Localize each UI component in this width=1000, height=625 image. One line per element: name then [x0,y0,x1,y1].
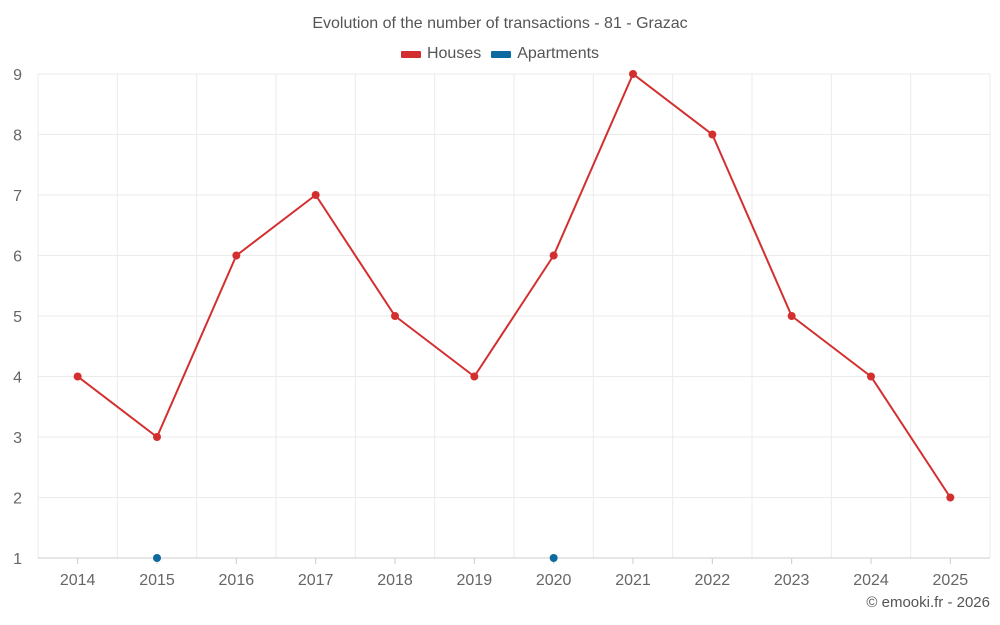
x-tick-label: 2018 [377,572,413,589]
y-tick-label: 6 [13,249,22,266]
x-tick-label: 2020 [536,572,572,589]
y-tick-label: 3 [13,430,22,447]
legend: Houses Apartments [0,45,1000,63]
data-point-houses [867,372,875,381]
x-tick-label: 2022 [695,572,731,589]
y-tick-label: 7 [13,188,22,205]
y-tick-label: 4 [13,370,22,387]
data-point-houses [946,493,955,502]
y-tick-label: 5 [13,309,22,326]
x-tick-label: 2023 [774,572,810,589]
x-tick-label: 2021 [615,572,651,589]
y-tick-label: 1 [13,551,22,568]
x-tick-label: 2016 [219,572,255,589]
y-tick-label: 9 [13,67,22,84]
legend-item-houses[interactable]: Houses [400,45,482,63]
x-tick-label: 2024 [853,572,889,589]
legend-swatch-apartments [491,50,512,58]
chart-title: Evolution of the number of transactions … [312,15,688,32]
x-tick-label: 2019 [457,572,493,589]
x-tick-label: 2017 [298,572,334,589]
data-point-houses [391,312,399,320]
x-tick-label: 2015 [139,572,175,589]
data-point-houses [787,312,796,320]
data-point-apartments [549,554,558,562]
y-tick-label: 2 [13,491,22,508]
legend-label-houses: Houses [426,45,482,62]
data-point-houses [708,130,717,139]
data-point-houses [470,372,479,381]
data-point-houses [153,433,161,441]
data-point-houses [549,251,558,260]
legend-item-apartments[interactable]: Apartments [491,45,599,63]
data-point-houses [73,372,82,381]
x-tick-label: 2014 [60,572,96,589]
data-point-houses [311,191,320,199]
series-line-houses [77,73,952,499]
data-point-houses [629,70,637,78]
data-point-houses [232,251,241,260]
y-tick-label: 8 [13,128,22,145]
x-tick-label: 2025 [933,572,969,589]
data-point-apartments [153,554,161,562]
legend-swatch-houses [400,50,421,58]
credit-text: © emooki.fr - 2026 [866,594,990,611]
legend-label-apartments: Apartments [517,45,600,62]
